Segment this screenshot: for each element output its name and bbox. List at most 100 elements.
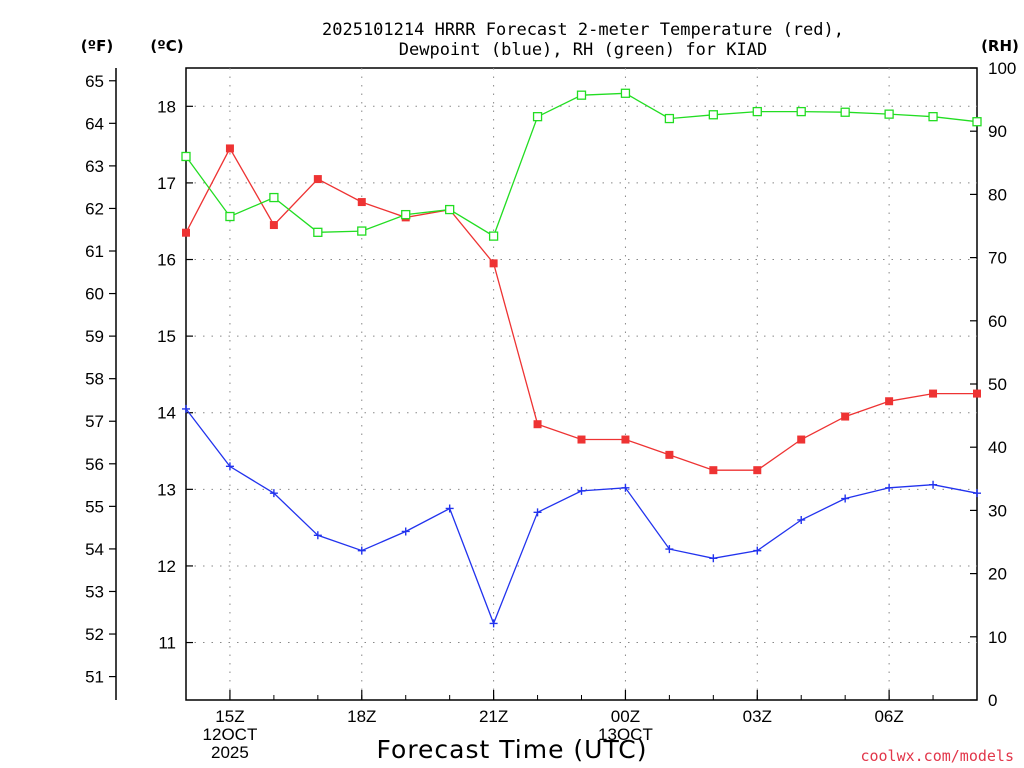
plot-frame xyxy=(185,67,978,701)
fahrenheit-tick-label: 57 xyxy=(85,412,104,431)
2-meter-temperature-line xyxy=(185,147,977,471)
celsius-tick-label: 11 xyxy=(158,634,176,653)
x-tick-label: 06Z xyxy=(874,707,903,726)
rh-tick-label: 50 xyxy=(988,375,1007,394)
dewpoint-point xyxy=(709,554,718,563)
dewpoint-point xyxy=(885,483,894,492)
rh-point xyxy=(488,231,499,241)
fahrenheit-tick-label: 51 xyxy=(85,668,104,687)
rh-tick-label: 60 xyxy=(988,312,1007,331)
dewpoint-point xyxy=(533,508,542,517)
chart-title-line-1: 2025101214 HRRR Forecast 2-meter Tempera… xyxy=(322,20,844,40)
dewpoint-point xyxy=(357,546,366,555)
2-meter-temperature-point xyxy=(182,228,190,237)
2-meter-temperature-point xyxy=(621,435,630,444)
2-meter-temperature-point xyxy=(929,389,938,398)
rh-axis-head: (RH) xyxy=(981,37,1019,55)
celsius-tick-label: 18 xyxy=(157,97,176,116)
rh-point xyxy=(752,106,762,117)
fahrenheit-tick-label: 62 xyxy=(85,199,104,218)
rh-tick-label: 90 xyxy=(988,122,1007,141)
series-layer xyxy=(181,88,982,628)
rh-tick-label: 70 xyxy=(988,249,1007,268)
rh-point xyxy=(181,151,191,162)
rh-point xyxy=(884,109,894,119)
2-meter-temperature-point xyxy=(797,435,806,444)
grid-lines xyxy=(186,68,977,700)
credit-text: coolwx.com/models xyxy=(860,747,1014,765)
dewpoint-point xyxy=(401,527,410,536)
2-meter-temperature-point xyxy=(269,221,278,230)
x-axis-label: Forecast Time (UTC) xyxy=(377,735,648,764)
rh-point xyxy=(269,192,279,203)
fahrenheit-tick-label: 52 xyxy=(85,625,104,644)
rh-point xyxy=(928,112,938,122)
rh-tick-label: 30 xyxy=(988,501,1007,520)
fahrenheit-tick-label: 64 xyxy=(85,114,104,133)
dewpoint-point xyxy=(665,545,674,554)
rh-point xyxy=(357,226,367,236)
celsius-tick-label: 14 xyxy=(157,404,176,423)
rh-line xyxy=(185,92,978,238)
dewpoint-point xyxy=(577,486,586,495)
x-tick-label: 13OCT xyxy=(598,725,653,744)
dewpoint-point xyxy=(489,619,498,628)
rh-point xyxy=(796,106,806,117)
fahrenheit-tick-label: 60 xyxy=(85,285,104,304)
chart-title-line-2: Dewpoint (blue), RH (green) for KIAD xyxy=(399,40,767,60)
dewpoint-point xyxy=(841,494,850,503)
celsius-tick-label: 15 xyxy=(157,327,176,346)
x-tick-label: 12OCT xyxy=(203,725,258,744)
2-meter-temperature-point xyxy=(665,450,674,459)
fahrenheit-tick-label: 58 xyxy=(85,370,104,389)
fahrenheit-tick-label: 56 xyxy=(85,455,104,474)
2-meter-temperature-point xyxy=(533,420,542,429)
dewpoint-point xyxy=(929,480,938,489)
celsius-axis-head: (ºC) xyxy=(150,37,183,55)
rh-point xyxy=(664,113,675,124)
fahrenheit-tick-label: 65 xyxy=(85,72,104,91)
dewpoint-point xyxy=(182,404,190,413)
x-tick-label: 15Z xyxy=(215,707,244,726)
2-meter-temperature-point xyxy=(841,412,850,421)
2-meter-temperature-point xyxy=(313,175,322,184)
rh-tick-label: 10 xyxy=(988,628,1007,647)
rh-point xyxy=(313,227,323,237)
x-tick-label: 2025 xyxy=(211,743,249,762)
rh-point xyxy=(708,110,718,120)
2-meter-temperature-point xyxy=(885,397,894,406)
fahrenheit-axis-head: (ºF) xyxy=(81,37,113,55)
rh-tick-label: 40 xyxy=(988,438,1007,457)
celsius-tick-label: 13 xyxy=(157,480,176,499)
x-tick-label: 03Z xyxy=(743,707,772,726)
rh-point xyxy=(620,88,631,98)
2-meter-temperature-point xyxy=(225,144,234,153)
dewpoint-point xyxy=(973,489,981,498)
rh-point xyxy=(225,211,235,222)
2-meter-temperature-point xyxy=(709,466,718,475)
celsius-tick-label: 16 xyxy=(157,251,176,270)
dewpoint-point xyxy=(797,515,806,524)
2-meter-temperature-point xyxy=(753,466,762,475)
rh-point xyxy=(532,112,543,122)
rh-point xyxy=(972,117,982,127)
celsius-tick-label: 17 xyxy=(157,174,176,193)
fahrenheit-tick-label: 53 xyxy=(85,582,104,601)
celsius-tick-label: 12 xyxy=(157,557,176,576)
dewpoint-point xyxy=(225,462,234,471)
2-meter-temperature-point xyxy=(973,389,981,398)
fahrenheit-tick-label: 59 xyxy=(85,327,104,346)
x-tick-label: 21Z xyxy=(479,707,508,726)
2-meter-temperature-point xyxy=(489,259,498,268)
fahrenheit-tick-label: 54 xyxy=(85,540,104,559)
fahrenheit-tick-label: 63 xyxy=(85,157,104,176)
2-meter-temperature-point xyxy=(577,435,586,444)
fahrenheit-tick-label: 61 xyxy=(85,242,104,261)
rh-point xyxy=(576,90,587,100)
axis-ticks: 11 12 13 14 15 16 17 18 51 52 53 54 55 56 57 58 59 60 61 62… xyxy=(85,59,1016,762)
x-tick-label: 18Z xyxy=(347,707,376,726)
dewpoint-point xyxy=(621,483,630,492)
rh-tick-label: 80 xyxy=(988,185,1007,204)
rh-point xyxy=(445,204,455,215)
